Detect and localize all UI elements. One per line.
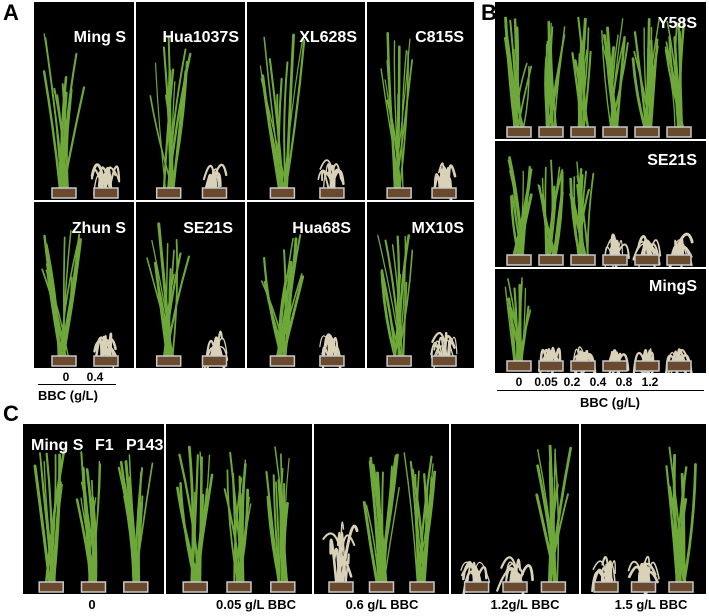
rice-plants-photo xyxy=(41,229,119,368)
rice-plants-photo xyxy=(176,445,296,593)
line-label: P143 xyxy=(126,437,164,454)
rice-plants-photo xyxy=(260,234,345,368)
rice-plants-photo xyxy=(380,32,457,200)
panel-b-photo-2: SE21S xyxy=(495,141,706,267)
rice-plants-photo xyxy=(146,222,229,368)
rice-plants-photo xyxy=(591,446,697,594)
rice-plants-photo xyxy=(377,234,458,368)
line-label: F1 xyxy=(95,437,114,454)
rice-plants-photo xyxy=(259,33,345,199)
rice-plants-photo xyxy=(42,33,121,199)
dose-label: 0 xyxy=(515,375,523,389)
panel-c-photo-4 xyxy=(451,424,579,594)
variety-label: Hua1037S xyxy=(162,29,240,46)
panel-a-photo-7: Hua68S xyxy=(247,202,365,368)
dose-label: 1.2 xyxy=(641,375,659,389)
panel-a-photo-3: XL628S xyxy=(247,2,365,200)
variety-label: Zhun S xyxy=(71,220,126,237)
panel-label-c: C xyxy=(3,401,19,426)
panel-c-photo-3 xyxy=(314,424,449,594)
dose-label: 0 xyxy=(62,370,70,384)
dose-label: 0.2 xyxy=(563,375,581,389)
dose-label: 0.4 xyxy=(589,375,607,389)
panel-b-photo-1: Y58S xyxy=(495,2,706,139)
panel-a-photo-5: Zhun S xyxy=(34,202,134,368)
panel-a-photo-1: Ming S xyxy=(34,2,134,200)
rice-plants-photo xyxy=(149,35,228,199)
condition-label: 1.5 g/L BBC xyxy=(614,597,688,612)
panel-label-b: B xyxy=(481,0,497,25)
panel-a-photo-2: Hua1037S xyxy=(136,2,245,200)
condition-label: 0 xyxy=(88,597,96,612)
variety-label: XL628S xyxy=(299,29,357,46)
panel-a-photo-8: MX10S xyxy=(367,202,474,368)
axis-label: BBC (g/L) xyxy=(580,395,640,410)
dose-label: 0.4 xyxy=(86,370,104,384)
axis-line xyxy=(38,384,116,385)
rice-plants-photo xyxy=(503,16,692,138)
rice-plants-photo xyxy=(322,452,437,593)
panel-label-a: A xyxy=(3,0,19,25)
rice-plants-photo xyxy=(504,277,693,373)
condition-label: 0.6 g/L BBC xyxy=(345,597,419,612)
panel-c-photo-5 xyxy=(581,424,706,594)
variety-label: Y58S xyxy=(657,15,697,32)
variety-label: C815S xyxy=(415,29,464,46)
axis-label: BBC (g/L) xyxy=(38,388,98,403)
variety-label: SE21S xyxy=(647,152,697,169)
variety-label: SE21S xyxy=(183,220,233,237)
panel-c-photo-2 xyxy=(166,424,312,594)
dose-label: 0.05 xyxy=(534,375,558,389)
panel-a-photo-6: SE21S xyxy=(136,202,245,368)
axis-line xyxy=(497,390,704,391)
condition-label: 1.2g/L BBC xyxy=(490,597,560,612)
variety-label: Ming S xyxy=(73,29,126,46)
line-label: Ming S xyxy=(31,437,84,454)
panel-b-photo-3: MingS xyxy=(495,269,706,373)
panel-c-photo-1: Ming S F1 P143 xyxy=(23,424,164,594)
rice-plants-photo xyxy=(506,156,694,267)
rice-plants-photo xyxy=(460,444,572,594)
dose-label: 0.8 xyxy=(615,375,633,389)
variety-label: Hua68S xyxy=(292,220,351,237)
rice-plants-photo xyxy=(33,448,154,593)
variety-label: MX10S xyxy=(411,220,464,237)
panel-a-photo-4: C815S xyxy=(367,2,474,200)
variety-label: MingS xyxy=(649,278,697,295)
condition-label: 0.05 g/L BBC xyxy=(216,597,296,612)
